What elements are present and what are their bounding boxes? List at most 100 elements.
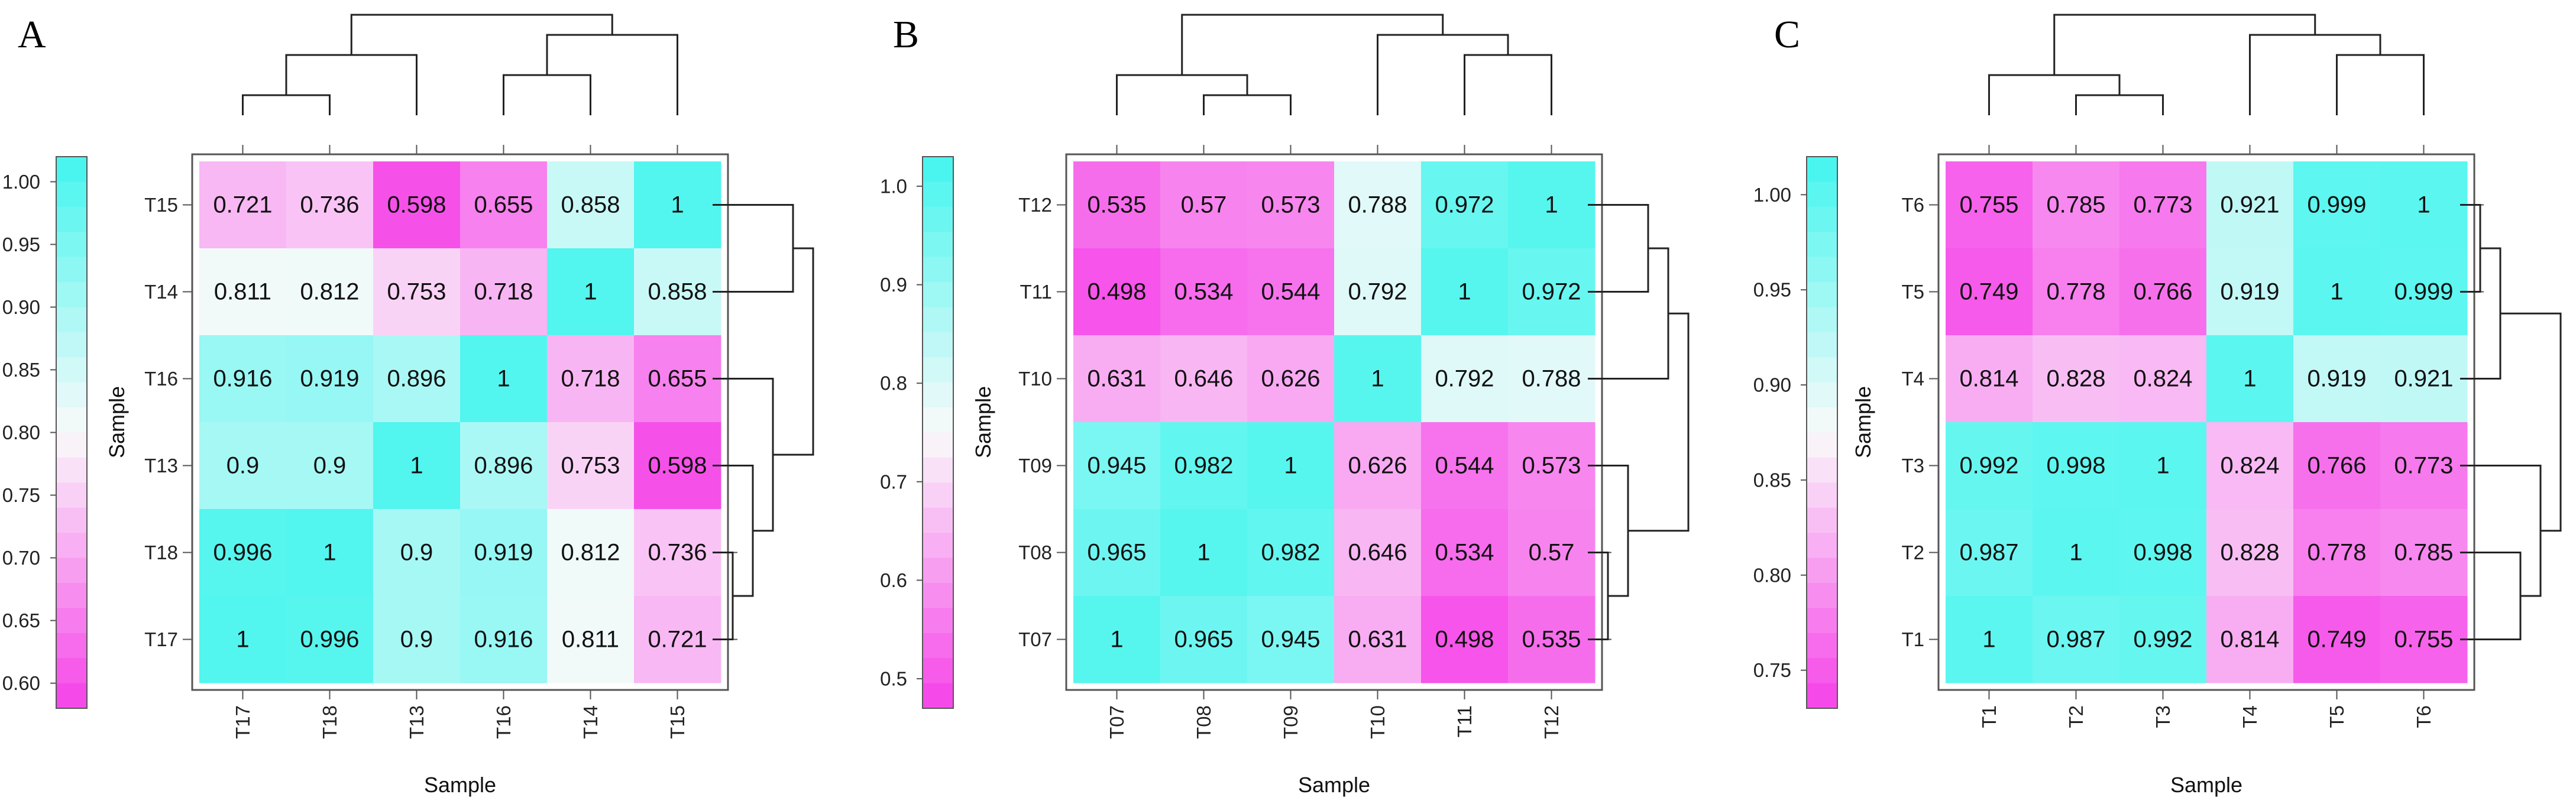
cell-value-label: 0.921 [2394, 366, 2453, 392]
colorbar-band [1807, 558, 1837, 584]
cell-value-label: 0.534 [1435, 540, 1494, 566]
colorbar-band [56, 357, 87, 383]
heatmap-cell [1421, 422, 1509, 510]
cell-value-label: 0.646 [1174, 366, 1233, 392]
colorbar-band [1807, 533, 1837, 559]
cell-value-label: 1 [410, 453, 423, 479]
cell-value-label: 0.57 [1181, 192, 1227, 218]
cell-value-label: 1 [1371, 366, 1384, 392]
colorbar-tick-label: 1.00 [2, 171, 40, 193]
colorbar-band [1807, 608, 1837, 634]
heatmap-cell [1247, 596, 1335, 683]
heatmap-cell [286, 335, 374, 423]
column-dendrogram-link [2249, 34, 2381, 115]
cell-value-label: 0.972 [1522, 279, 1581, 305]
cell-value-label: 0.788 [1348, 192, 1407, 218]
colorbar-band [56, 257, 87, 283]
cell-value-label: 1 [1284, 453, 1297, 479]
heatmap-cell [2293, 161, 2381, 249]
colorbar-tick-label: 0.5 [880, 668, 907, 690]
colorbar-tick-label: 0.95 [2, 234, 40, 255]
colorbar-band [56, 332, 87, 358]
colorbar-band [923, 608, 953, 634]
cell-value-label: 0.9 [226, 453, 260, 479]
y-axis-title: Sample [105, 386, 129, 458]
heatmap-panel-c: C 0.75 0.80 0.85 0.90 0.95 1.00 0.755 0.785 0.773… [1753, 13, 2562, 797]
colorbar-band [1807, 633, 1837, 659]
heatmap-cell [1508, 161, 1596, 249]
col-tick-label: T08 [1193, 705, 1215, 739]
heatmap-cell [1508, 335, 1596, 423]
cell-value-label: 1 [671, 192, 684, 218]
heatmap-cell [1073, 335, 1161, 423]
heatmap-panel-b: B 0.5 0.6 0.7 0.8 0.9 1.0 0.535 0.57 0.573 0.788 0.… [880, 13, 1690, 797]
cell-value-label: 0.631 [1348, 627, 1407, 653]
colorbar-band [1807, 482, 1837, 508]
heatmap-cell [1334, 422, 1422, 510]
colorbar-band [923, 307, 953, 333]
row-tick-label: T6 [1901, 194, 1924, 216]
cell-value-label: 1 [2330, 279, 2343, 305]
col-tick-label: T2 [2065, 705, 2087, 728]
heatmap-cell [199, 248, 287, 336]
row-tick-label: T1 [1901, 628, 1924, 650]
heatmap-cell [634, 422, 721, 510]
row-dendrogram-link [773, 247, 814, 456]
heatmap-cell [199, 335, 287, 423]
heatmap-cell [1073, 161, 1161, 249]
colorbar-band [923, 582, 953, 608]
heatmap-cell [2033, 161, 2120, 249]
cell-value-label: 0.535 [1087, 192, 1146, 218]
row-tick-label: T4 [1901, 368, 1924, 390]
colorbar-band [923, 257, 953, 283]
cell-value-label: 0.736 [648, 540, 707, 566]
heatmap-cell [634, 161, 721, 249]
heatmap-cell [1160, 596, 1248, 683]
cell-value-label: 0.655 [648, 366, 707, 392]
row-dendrogram-link [1628, 312, 1690, 532]
cell-value-label: 0.945 [1261, 627, 1320, 653]
col-tick-label: T07 [1106, 705, 1128, 739]
cell-value-label: 1 [497, 366, 510, 392]
cell-value-label: 0.755 [1959, 192, 2018, 218]
colorbar-band [1807, 582, 1837, 608]
heatmap-cell [2293, 596, 2381, 683]
colorbar-frame [1806, 156, 1838, 709]
colorbar-band [923, 182, 953, 208]
cell-value-label: 0.858 [648, 279, 707, 305]
cell-value-label: 0.824 [2133, 366, 2192, 392]
colorbar-band [1807, 332, 1837, 358]
heatmap-cell [1421, 248, 1509, 336]
heatmap-cell [1946, 422, 2033, 510]
colorbar-band [56, 382, 87, 408]
heatmap-cell [2119, 509, 2207, 597]
col-tick-label: T10 [1367, 705, 1389, 739]
heatmap-cell [1334, 161, 1422, 249]
cell-value-label: 0.544 [1435, 453, 1494, 479]
cell-value-label: 1 [323, 540, 336, 566]
cell-value-label: 0.626 [1348, 453, 1407, 479]
cell-value-label: 0.972 [1435, 192, 1494, 218]
heatmap-cell [1421, 509, 1509, 597]
cell-value-label: 0.646 [1348, 540, 1407, 566]
heatmap-cell [1073, 509, 1161, 597]
colorbar-band [923, 482, 953, 508]
cell-value-label: 0.788 [1522, 366, 1581, 392]
cell-value-label: 0.814 [2220, 627, 2279, 653]
heatmap-cell [1334, 596, 1422, 683]
colorbar-tick-label: 0.6 [880, 569, 907, 591]
heatmap-cell [1508, 596, 1596, 683]
cell-value-label: 0.9 [400, 627, 433, 653]
cell-value-label: 0.965 [1174, 627, 1233, 653]
cell-value-label: 0.721 [213, 192, 272, 218]
heatmap-cell [2206, 248, 2294, 336]
colorbar-band [1807, 658, 1837, 684]
cell-value-label: 0.9 [313, 453, 347, 479]
cell-value-label: 0.999 [2307, 192, 2366, 218]
cell-value-label: 0.945 [1087, 453, 1146, 479]
heatmap-cell [1247, 509, 1335, 597]
colorbar-band [1807, 457, 1837, 483]
heatmap-cell [373, 335, 461, 423]
heatmap-cell [634, 509, 721, 597]
